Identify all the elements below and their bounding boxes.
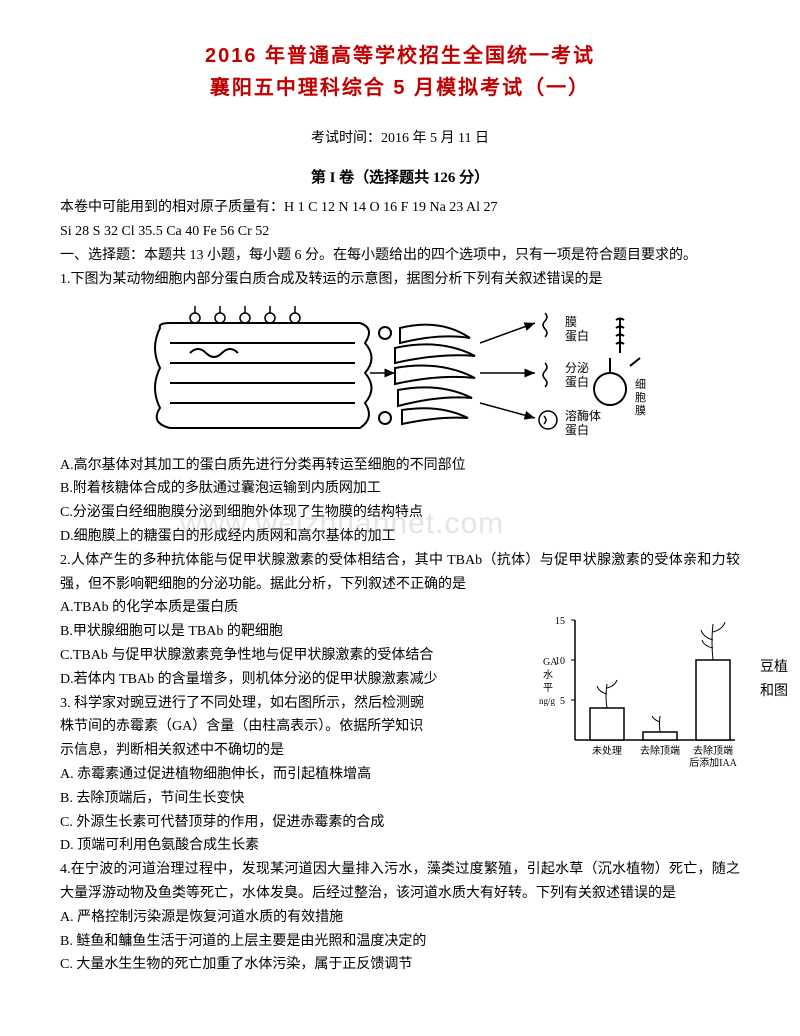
q3-right-b: 和图 [760,680,788,704]
label-secreted-protein: 分泌 [565,361,589,375]
q3-option-c: C. 外源生长素可代替顶芽的作用，促进赤霉素的合成 [60,811,740,835]
label-cell-membrane: 细 [635,378,646,391]
svg-text:胞: 胞 [635,391,646,404]
exam-time: 考试时间：2016 年 5 月 11 日 [60,128,740,150]
svg-text:蛋白: 蛋白 [565,374,589,389]
q3-bar-chart: 5 10 15 GA 水 平 ng/g 未处理 去除顶端 去除顶端 [535,610,750,788]
svg-text:膜: 膜 [635,404,646,417]
q1-option-b: B.附着核糖体合成的多肽通过囊泡运输到内质网加工 [60,477,740,501]
svg-text:水: 水 [543,669,553,681]
svg-text:平: 平 [543,683,553,694]
svg-text:后添加IAA: 后添加IAA [689,756,738,769]
q1-stem: 1.下图为某动物细胞内部分蛋白质合成及转运的示意图，据图分析下列有关叙述错误的是 [60,268,740,292]
q1-diagram: 膜 蛋白 分泌 蛋白 溶酶体 蛋白 细 胞 膜 [60,298,740,448]
q4-option-a: A. 严格控制污染源是恢复河道水质的有效措施 [60,906,740,930]
svg-text:去除顶端: 去除顶端 [640,744,680,757]
svg-text:ng/g: ng/g [539,696,556,706]
label-membrane-protein: 膜 [565,315,577,329]
q4-stem: 4.在宁波的河道治理过程中，发现某河道因大量排入污水，藻类过度繁殖，引起水草（沉… [60,858,740,906]
q3-wrap-text: 豆植 和图 [760,656,788,704]
svg-text:蛋白: 蛋白 [565,422,589,437]
q1-option-d: D.细胞膜上的糖蛋白的形成经内质网和高尔基体的加工 [60,525,740,549]
q3-right-a: 豆植 [760,656,788,680]
svg-text:去除顶端: 去除顶端 [693,744,733,757]
atomic-mass-line1: 本卷中可能用到的相对原子质量有：H 1 C 12 N 14 O 16 F 19 … [60,196,740,220]
atomic-mass-line2: Si 28 S 32 Cl 35.5 Ca 40 Fe 56 Cr 52 [60,220,740,244]
mc-instructions: 一、选择题：本题共 13 小题，每小题 6 分。在每小题给出的四个选项中，只有一… [60,244,740,268]
label-lysosome-protein: 溶酶体 [565,408,601,423]
svg-text:15: 15 [555,616,565,627]
q1-option-a: A.高尔基体对其加工的蛋白质先进行分类再转运至细胞的不同部位 [60,454,740,478]
svg-text:蛋白: 蛋白 [565,328,589,343]
q3-option-b: B. 去除顶端后，节间生长变快 [60,787,740,811]
q3-option-d: D. 顶端可利用色氨酸合成生长素 [60,834,740,858]
q4-option-b: B. 鲢鱼和鳙鱼生活于河道的上层主要是由光照和温度决定的 [60,930,740,954]
svg-text:5: 5 [560,696,565,707]
section-header: 第 I 卷（选择题共 126 分） [60,166,740,190]
q2-stem: 2.人体产生的多种抗体能与促甲状腺激素的受体相结合，其中 TBAb（抗体）与促甲… [60,549,740,597]
q1-option-c: C.分泌蛋白经细胞膜分泌到细胞外体现了生物膜的结构特点 [60,501,740,525]
svg-text:未处理: 未处理 [592,745,622,757]
svg-text:GA: GA [543,657,558,668]
q4-option-c: C. 大量水生生物的死亡加重了水体污染，属于正反馈调节 [60,953,740,977]
title-sub: 襄阳五中理科综合 5 月模拟考试（一） [60,72,740,104]
title-main: 2016 年普通高等学校招生全国统一考试 [60,40,740,72]
